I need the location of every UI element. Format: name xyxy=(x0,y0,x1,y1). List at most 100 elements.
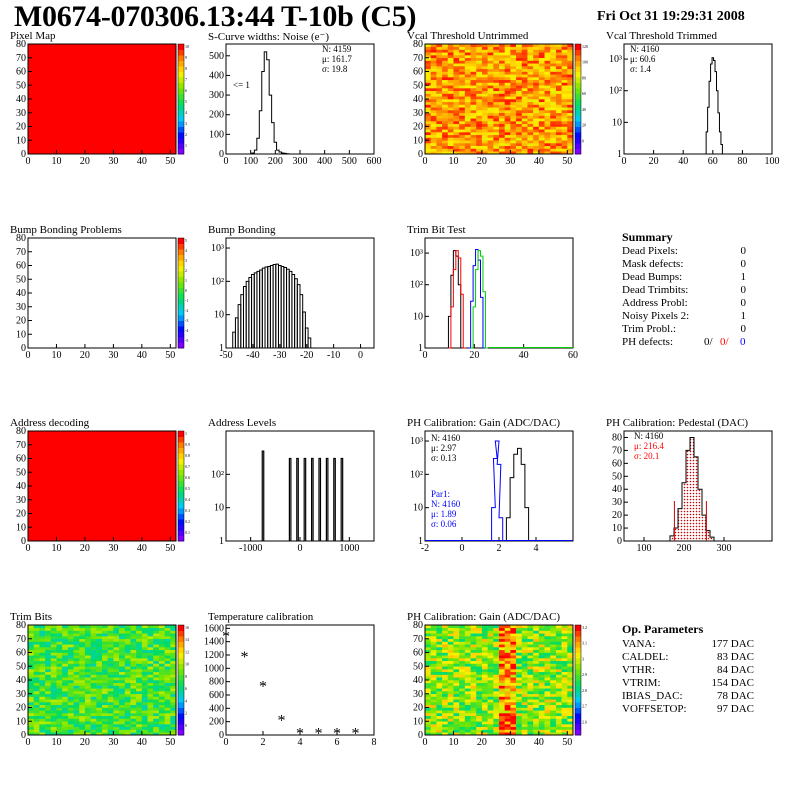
heatmap-cell xyxy=(493,74,500,78)
heatmap-cell xyxy=(153,625,160,629)
heatmap-cell xyxy=(158,721,165,725)
heatmap-cell xyxy=(567,90,574,94)
heatmap-cell xyxy=(447,680,454,684)
y-tick-label: 70 xyxy=(16,53,26,64)
heatmap-cell xyxy=(481,68,488,72)
heatmap-cell xyxy=(141,649,148,653)
heatmap-cell xyxy=(533,696,540,700)
heatmap-cell xyxy=(170,704,177,708)
heatmap-cell xyxy=(447,702,454,706)
svg-text:μ: 2.97: μ: 2.97 xyxy=(431,443,457,453)
heatmap-cell xyxy=(56,729,63,733)
x-tick-label: 600 xyxy=(367,156,382,167)
bump-problems-title: Bump Bonding Problems xyxy=(10,224,122,236)
heatmap-cell xyxy=(481,680,488,684)
colorbar-label: 10 xyxy=(185,662,189,667)
heatmap-cell xyxy=(153,671,160,675)
colorbar-cell xyxy=(575,99,581,105)
heatmap-cell xyxy=(499,677,505,681)
x-tick-label: 50 xyxy=(562,156,572,167)
heatmap-cell xyxy=(459,85,466,89)
y-tick-label: 40 xyxy=(16,675,26,686)
heatmap-cell xyxy=(504,630,511,634)
heatmap-cell xyxy=(430,115,437,119)
colorbar-cell xyxy=(575,44,581,50)
heatmap-cell xyxy=(510,660,517,664)
heatmap-cell xyxy=(50,704,57,708)
heatmap-cell xyxy=(493,691,500,695)
heatmap-cell xyxy=(453,625,460,629)
heatmap-cell xyxy=(45,666,52,670)
heatmap-cell xyxy=(107,669,114,673)
heatmap-cell xyxy=(119,729,126,733)
heatmap-cell xyxy=(504,88,511,92)
heatmap-cell xyxy=(153,660,160,664)
heatmap-cell xyxy=(516,68,523,72)
summary-value: 0 xyxy=(740,245,747,257)
heatmap-cell xyxy=(487,134,494,138)
heatmap-cell xyxy=(481,55,488,59)
heatmap-cell xyxy=(561,60,568,64)
heatmap-cell xyxy=(33,671,40,675)
heatmap-cell xyxy=(470,104,477,108)
heatmap-cell xyxy=(164,660,171,664)
op-param-row: CALDEL: 83 DAC xyxy=(622,651,754,663)
heatmap-cell xyxy=(550,79,557,83)
heatmap-cell xyxy=(510,688,517,692)
heatmap-cell xyxy=(516,671,523,675)
heatmap-cell xyxy=(459,88,466,92)
heatmap-cell xyxy=(476,721,483,725)
heatmap-cell xyxy=(430,685,437,689)
heatmap-cell xyxy=(476,685,483,689)
heatmap-cell xyxy=(487,674,494,678)
heatmap-cell xyxy=(476,691,483,695)
heatmap-cell xyxy=(561,641,568,645)
heatmap-cell xyxy=(464,121,471,125)
heatmap-cell xyxy=(561,63,568,67)
heatmap-cell xyxy=(538,57,545,61)
heatmap-cell xyxy=(561,126,568,130)
heatmap-cell xyxy=(521,636,528,640)
heatmap-cell xyxy=(164,677,171,681)
heatmap-cell xyxy=(62,724,69,728)
heatmap-cell xyxy=(544,699,551,703)
heatmap-cell xyxy=(96,666,103,670)
heatmap-cell xyxy=(510,44,517,48)
heatmap-cell xyxy=(425,74,431,78)
heatmap-cell xyxy=(90,655,97,659)
heatmap-cell xyxy=(567,625,574,629)
heatmap-cell xyxy=(425,44,431,48)
heatmap-cell xyxy=(538,680,545,684)
heatmap-cell xyxy=(453,649,460,653)
heatmap-cell xyxy=(533,732,540,736)
heatmap-cell xyxy=(538,630,545,634)
heatmap-cell xyxy=(459,90,466,94)
heatmap-cell xyxy=(550,101,557,105)
heatmap-cell xyxy=(561,729,568,733)
heatmap-cell xyxy=(62,636,69,640)
heatmap-cell xyxy=(499,721,505,725)
heatmap-cell xyxy=(436,57,443,61)
heatmap-cell xyxy=(516,638,523,642)
heatmap-cell xyxy=(538,79,545,83)
heatmap-cell xyxy=(464,649,471,653)
heatmap-cell xyxy=(453,112,460,116)
heatmap-cell xyxy=(510,74,517,78)
heatmap-cell xyxy=(28,693,34,697)
heatmap-cell xyxy=(90,627,97,631)
heatmap-cell xyxy=(102,666,108,670)
x-tick-label: -2 xyxy=(421,543,429,554)
heatmap-cell xyxy=(79,724,86,728)
heatmap-cell xyxy=(499,649,505,653)
heatmap-cell xyxy=(136,663,143,667)
heatmap-cell xyxy=(544,132,551,136)
heatmap-cell xyxy=(555,680,562,684)
heatmap-cell xyxy=(544,721,551,725)
heatmap-cell xyxy=(425,112,431,116)
heatmap-cell xyxy=(28,713,34,717)
heatmap-cell xyxy=(430,726,437,730)
heatmap-cell xyxy=(459,641,466,645)
heatmap-cell xyxy=(62,691,69,695)
colorbar-cell xyxy=(178,132,184,138)
heatmap-cell xyxy=(533,702,540,706)
